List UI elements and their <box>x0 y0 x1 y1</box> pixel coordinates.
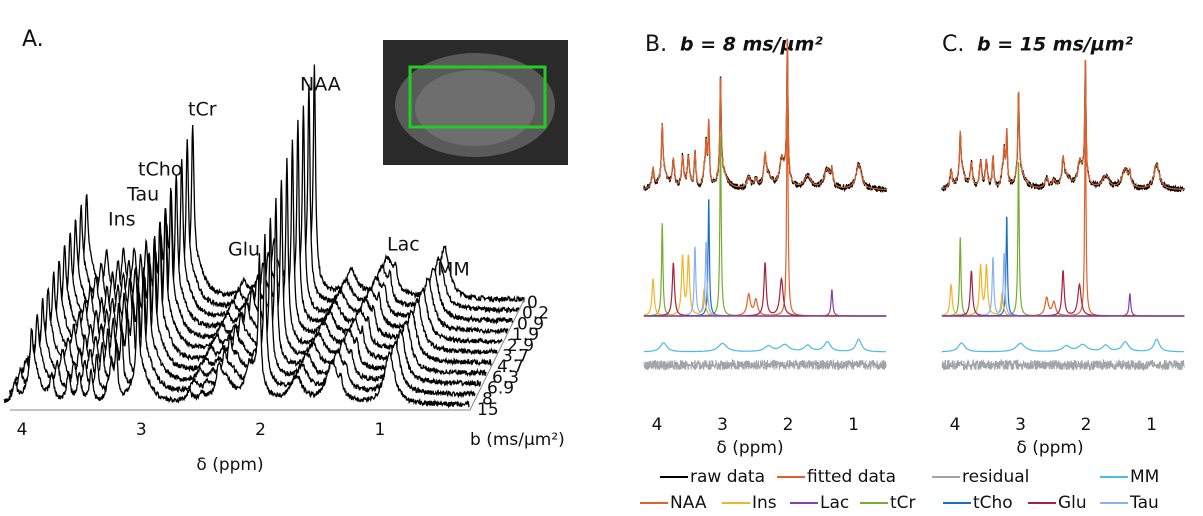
x-axis-label: δ (ppm) <box>196 455 263 475</box>
spectrum <box>3 253 470 409</box>
legend-label: residual <box>962 467 1029 487</box>
panel-label: B. <box>645 32 667 57</box>
legend-label: Glu <box>1058 493 1087 513</box>
b-tick-label: 3.7 <box>502 347 529 367</box>
x-tick-label: 1 <box>1146 415 1157 435</box>
fitted-spectrum <box>643 39 887 190</box>
b-tick-label: 0 <box>527 293 538 313</box>
legend-label: Tau <box>1129 493 1159 513</box>
mm-spectrum <box>643 338 887 353</box>
legend-label: MM <box>1130 467 1159 487</box>
x-tick-label: 1 <box>848 415 859 435</box>
fitted-spectrum <box>941 59 1185 190</box>
b-tick-label: 2.9 <box>507 336 534 356</box>
brain <box>415 70 535 146</box>
peak-label: Tau <box>126 184 159 206</box>
b-axis-label: b (ms/µm²) <box>470 430 565 450</box>
x-tick-label: 4 <box>652 415 663 435</box>
spectrum-fill <box>26 179 492 366</box>
b-tick-label: 8 <box>482 389 493 409</box>
peak-label: MM <box>437 259 470 281</box>
legend-label: fitted data <box>807 467 896 487</box>
spectrum-fill <box>53 84 519 314</box>
legend-label: tCr <box>890 493 916 513</box>
component-spectrum <box>941 270 1185 317</box>
spectrum-fill <box>9 233 475 398</box>
peak-label: tCho <box>138 159 182 181</box>
legend-label: NAA <box>670 493 707 513</box>
spectrum-fill <box>15 217 481 387</box>
spectrum-fill <box>48 105 514 324</box>
spectrum-fill <box>59 64 525 303</box>
component-spectrum <box>643 262 887 317</box>
spectrum <box>8 233 476 399</box>
peak-label: Lac <box>387 234 420 256</box>
b-tick-label: 0.9 <box>517 314 544 334</box>
x-tick-label: 4 <box>950 415 961 435</box>
panel-label: A. <box>22 27 44 52</box>
panel-title: b = 8 ms/µm² <box>680 34 823 56</box>
component-spectrum <box>643 289 887 317</box>
x-tick-label: 3 <box>136 420 147 440</box>
b-tick-label: 6.3 <box>492 368 519 388</box>
peak-label: Glu <box>228 239 260 261</box>
x-tick-label: 2 <box>783 415 794 435</box>
raw-spectrum <box>643 38 887 193</box>
peak-label: tCr <box>188 99 217 121</box>
peak-label: Ins <box>108 209 136 231</box>
component-spectrum <box>941 97 1185 317</box>
mm-spectrum <box>941 338 1185 353</box>
x-tick-label: 4 <box>17 420 28 440</box>
b-tick-label: 15 <box>477 400 499 420</box>
legend-label: Lac <box>820 493 849 513</box>
b-tick-label: 6.9 <box>487 379 514 399</box>
spectrum-fill <box>31 157 497 356</box>
x-tick-label: 3 <box>717 415 728 435</box>
spectrum-fill <box>37 139 503 345</box>
x-tick-label: 1 <box>374 420 385 440</box>
component-spectrum <box>643 134 887 317</box>
spectrum-fill <box>20 198 486 377</box>
x-tick-label: 3 <box>1015 415 1026 435</box>
spectrum-fill <box>4 253 470 408</box>
voxel <box>408 65 547 129</box>
x-tick-label: 2 <box>1081 415 1092 435</box>
component-spectrum <box>941 293 1185 317</box>
component-spectrum <box>643 242 887 317</box>
panel-title: b = 15 ms/µm² <box>977 34 1134 56</box>
spectrum-fill <box>42 119 508 335</box>
raw-spectrum <box>941 59 1185 193</box>
b-tick-label: 0.2 <box>522 304 549 324</box>
x-axis-label: δ (ppm) <box>716 438 783 458</box>
x-axis-label: δ (ppm) <box>1016 438 1083 458</box>
axis-line <box>469 297 526 411</box>
residual <box>941 358 1185 372</box>
residual <box>643 358 887 371</box>
b-tick-label: 1.9 <box>512 325 539 345</box>
legend-label: tCho <box>973 493 1013 513</box>
legend-label: raw data <box>690 467 765 487</box>
b-tick-label: 4.7 <box>497 357 524 377</box>
legend-label: Ins <box>752 493 777 513</box>
panel-label: C. <box>942 32 964 57</box>
x-tick-label: 2 <box>255 420 266 440</box>
peak-label: NAA <box>300 74 341 96</box>
component-spectrum <box>941 253 1185 317</box>
